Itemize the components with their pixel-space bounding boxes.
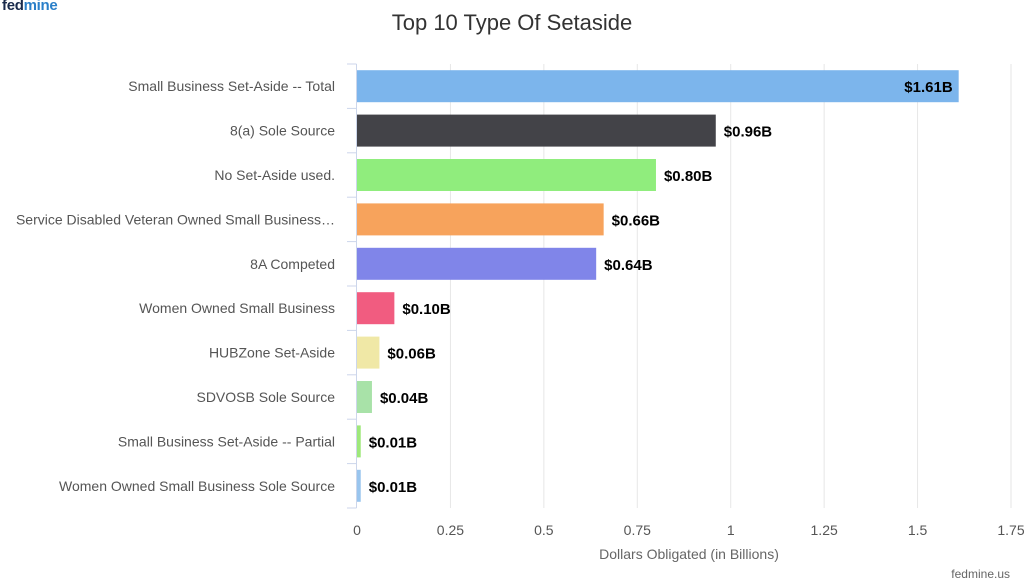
data-label: $0.04B xyxy=(380,390,429,407)
data-label: $0.01B xyxy=(369,479,418,496)
x-tick-label: 0.75 xyxy=(624,522,651,538)
bar xyxy=(357,114,716,147)
data-label: $0.64B xyxy=(604,257,653,274)
x-axis-title: Dollars Obligated (in Billions) xyxy=(599,546,779,562)
chart-title: Top 10 Type Of Setaside xyxy=(391,10,633,35)
bar xyxy=(357,336,380,369)
bar xyxy=(357,159,656,191)
bar xyxy=(357,425,361,458)
bar xyxy=(357,203,604,236)
bar xyxy=(357,292,395,325)
logo-mine: mine xyxy=(23,0,58,14)
x-tick-label: 0.5 xyxy=(534,522,554,538)
category-label: Service Disabled Veteran Owned Small Bus… xyxy=(16,211,335,227)
category-label: Women Owned Small Business Sole Source xyxy=(59,478,335,494)
data-label: $0.96B xyxy=(724,124,773,141)
fedmine-logo: fedmine xyxy=(2,0,58,14)
category-label: Small Business Set-Aside -- Total xyxy=(128,78,335,94)
data-label: $0.80B xyxy=(664,168,713,185)
category-label: HUBZone Set-Aside xyxy=(209,345,335,361)
category-label: Small Business Set-Aside -- Partial xyxy=(118,433,335,449)
x-tick-label: 1.25 xyxy=(811,522,838,538)
bar xyxy=(357,247,597,280)
x-tick-label: 0 xyxy=(353,522,361,538)
x-tick-label: 1.5 xyxy=(908,522,928,538)
data-label: $0.06B xyxy=(387,346,436,363)
x-tick-label: 1 xyxy=(727,522,735,538)
category-label: Women Owned Small Business xyxy=(139,300,335,316)
category-label: 8(a) Sole Source xyxy=(230,123,335,139)
x-tick-label: 1.75 xyxy=(997,522,1024,538)
category-label: SDVOSB Sole Source xyxy=(196,389,335,405)
data-label: $0.66B xyxy=(612,212,661,229)
bar xyxy=(357,469,361,502)
category-label: No Set-Aside used. xyxy=(214,167,335,183)
data-label: $0.01B xyxy=(369,434,418,451)
footer-credit: fedmine.us xyxy=(951,567,1010,581)
data-label: $1.61B xyxy=(904,79,953,96)
bar xyxy=(357,70,959,103)
logo-fed: fed xyxy=(2,0,24,14)
category-label: 8A Competed xyxy=(250,256,335,272)
data-label: $0.10B xyxy=(402,301,451,318)
x-tick-label: 0.25 xyxy=(437,522,464,538)
bar xyxy=(357,381,372,413)
